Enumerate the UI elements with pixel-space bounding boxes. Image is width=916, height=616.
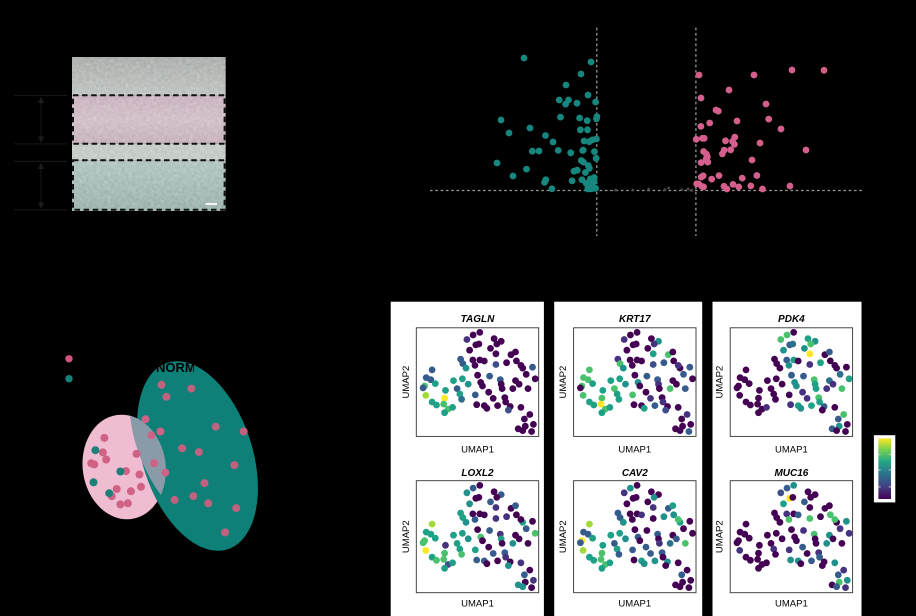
svg-text:UMAP1: UMAP1	[618, 599, 651, 610]
svg-text:PDK4: PDK4	[778, 314, 805, 325]
svg-text:UMAP2: UMAP2	[715, 520, 726, 553]
svg-text:UMAP1: UMAP1	[618, 445, 651, 456]
svg-text:UMAP2: UMAP2	[715, 366, 726, 399]
svg-text:UMAP2: UMAP2	[401, 366, 412, 399]
svg-text:TAGLN: TAGLN	[461, 314, 495, 325]
svg-text:UMAP1: UMAP1	[461, 599, 494, 610]
svg-text:KRT17: KRT17	[619, 314, 651, 325]
svg-text:UMAP1: UMAP1	[461, 445, 494, 456]
svg-text:UMAP1: UMAP1	[775, 599, 808, 610]
svg-text:MUC16: MUC16	[774, 468, 808, 479]
svg-text:LOXL2: LOXL2	[461, 468, 494, 479]
svg-text:NORMAL: NORMAL	[156, 360, 213, 375]
svg-text:UMAP2: UMAP2	[558, 520, 569, 553]
svg-text:UMAP2: UMAP2	[558, 366, 569, 399]
svg-text:CAV2: CAV2	[622, 468, 648, 479]
svg-text:UMAP1: UMAP1	[775, 445, 808, 456]
svg-text:UMAP2: UMAP2	[401, 520, 412, 553]
